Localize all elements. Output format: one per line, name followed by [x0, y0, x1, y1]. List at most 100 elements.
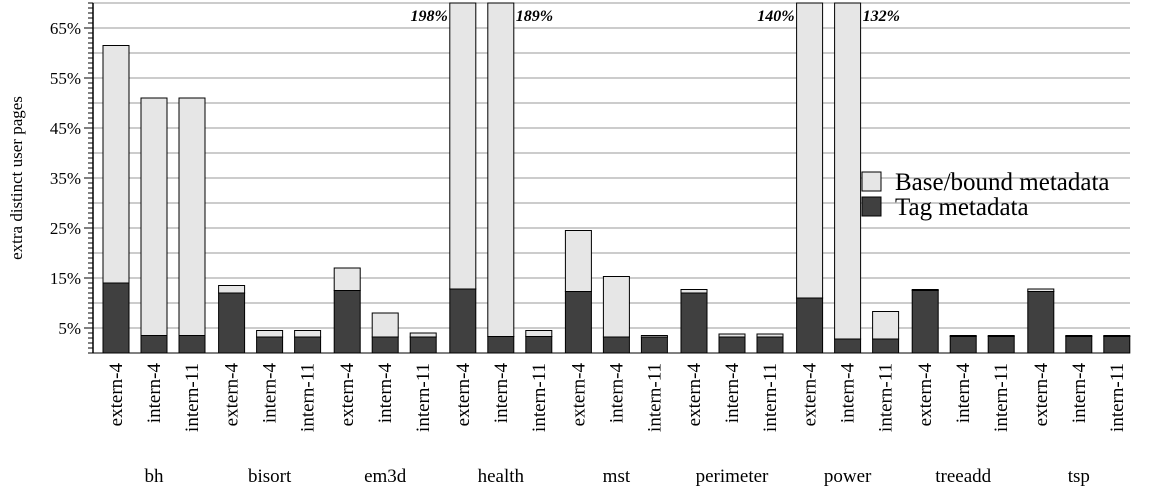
axes: 5% 15% 25% 35% 45% 55% 65% extra distinct user … — [7, 2, 1130, 354]
bar-tag — [371, 336, 399, 354]
y-axis-label: extra distinct user pages — [7, 96, 26, 260]
category-label: power — [824, 466, 872, 487]
bar-base-bound — [602, 276, 630, 338]
config-label: extern-4 — [1031, 363, 1052, 427]
config-label: intern-4 — [1069, 363, 1090, 424]
bar-tag — [409, 336, 437, 354]
legend-label-base-bound: Base/bound metadata — [895, 169, 1110, 196]
grid-lines — [93, 2, 1130, 329]
y-tick-label: 15% — [50, 269, 81, 288]
config-label: extern-4 — [337, 363, 358, 427]
category-label: health — [478, 466, 525, 487]
bar-tag — [911, 290, 939, 354]
bar-tag — [680, 292, 708, 354]
bar-tag — [987, 336, 1015, 354]
bar-tag — [602, 336, 630, 354]
config-label: intern-11 — [529, 363, 550, 432]
config-label: intern-11 — [876, 363, 897, 432]
legend-swatch-tag — [861, 196, 882, 217]
config-label: intern-11 — [760, 363, 781, 432]
bar-base-bound — [449, 2, 477, 290]
bar-base-bound — [834, 2, 862, 340]
config-label: extern-4 — [684, 363, 705, 427]
bar-base-bound — [872, 311, 900, 340]
bar-tag — [872, 338, 900, 354]
bar-tag — [718, 336, 746, 354]
bar-base-bound — [333, 267, 361, 291]
config-label: intern-11 — [991, 363, 1012, 432]
config-label: extern-4 — [915, 363, 936, 427]
bar-base-bound — [409, 332, 437, 338]
category-label: perimeter — [696, 466, 769, 487]
labels: extern-4 intern-4 intern-11 bh extern-4 inter… — [106, 8, 1128, 487]
clipped-value-label: 189% — [516, 8, 553, 25]
bar-tag — [949, 336, 977, 354]
config-label: intern-11 — [182, 363, 203, 432]
y-tick-label: 55% — [50, 69, 81, 88]
y-tick-label: 45% — [50, 119, 81, 138]
bar-tag — [487, 336, 515, 354]
config-label: extern-4 — [222, 363, 243, 427]
bar-base-bound — [294, 330, 322, 338]
category-label: tsp — [1068, 466, 1090, 487]
config-label: intern-11 — [644, 363, 665, 432]
config-label: intern-4 — [375, 363, 396, 424]
config-label: extern-4 — [568, 363, 589, 427]
bar-tag — [333, 290, 361, 354]
config-label: intern-4 — [144, 363, 165, 424]
bar-tag — [796, 297, 824, 354]
category-label: treeadd — [935, 466, 991, 487]
bar-base-bound — [371, 312, 399, 338]
config-label: intern-4 — [722, 363, 743, 424]
config-label: extern-4 — [453, 363, 474, 427]
bar-base-bound — [256, 330, 284, 338]
config-label: intern-4 — [838, 363, 859, 424]
config-label: intern-4 — [491, 363, 512, 424]
category-label: bh — [145, 466, 165, 487]
bar-tag — [640, 336, 668, 354]
bar-tag — [102, 282, 130, 354]
bar-tag — [294, 336, 322, 354]
y-tick-label: 35% — [50, 169, 81, 188]
category-label: mst — [603, 466, 631, 487]
bar-base-bound — [487, 2, 515, 337]
category-label: em3d — [364, 466, 407, 487]
config-label: intern-4 — [606, 363, 627, 424]
config-label: intern-11 — [298, 363, 319, 432]
bar-base-bound — [796, 2, 824, 299]
bar-tag — [1027, 291, 1055, 354]
bar-tag — [525, 336, 553, 354]
config-label: intern-4 — [953, 363, 974, 424]
y-tick-label: 5% — [58, 319, 81, 338]
bar-tag — [178, 335, 206, 354]
bar-base-bound — [140, 97, 168, 336]
config-label: intern-11 — [1107, 363, 1128, 432]
clipped-value-label: 198% — [410, 8, 447, 25]
bar-base-bound — [525, 330, 553, 337]
bar-tag — [449, 288, 477, 354]
category-label: bisort — [248, 466, 292, 487]
bar-tag — [1065, 336, 1093, 354]
clipped-value-label: 132% — [863, 8, 900, 25]
bar-base-bound — [680, 289, 708, 294]
y-tick-label: 65% — [50, 19, 81, 38]
y-tick-label: 25% — [50, 219, 81, 238]
config-label: intern-4 — [260, 363, 281, 424]
config-label: intern-11 — [413, 363, 434, 432]
bar-base-bound — [564, 230, 592, 292]
bar-tag — [218, 292, 246, 354]
bar-tag — [564, 291, 592, 354]
legend-swatch-base-bound — [861, 171, 882, 192]
bar-tag — [834, 338, 862, 354]
bar-tag — [756, 336, 784, 354]
bar-base-bound — [218, 285, 246, 294]
clipped-value-label: 140% — [757, 8, 794, 25]
bar-base-bound — [102, 45, 130, 284]
config-label: extern-4 — [800, 363, 821, 427]
config-label: extern-4 — [106, 363, 127, 427]
legend-label-tag: Tag metadata — [895, 194, 1029, 221]
bar-tag — [140, 335, 168, 354]
bar-base-bound — [178, 97, 206, 336]
